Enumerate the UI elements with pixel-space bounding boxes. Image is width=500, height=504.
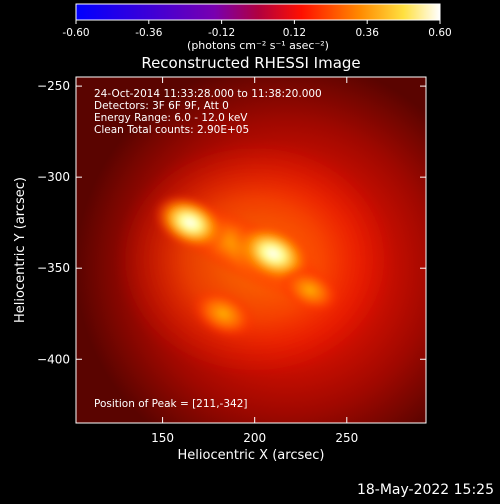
annotation-time-range: 24-Oct-2014 11:33:28.000 to 11:38:20.000 xyxy=(94,88,322,100)
x-axis-label: Heliocentric X (arcsec) xyxy=(178,448,325,463)
colorbar-tick-label: -0.60 xyxy=(62,27,89,39)
y-tick-label: −350 xyxy=(37,261,70,275)
x-tick-label: 250 xyxy=(335,431,358,445)
colorbar-tick-label: 0.12 xyxy=(283,27,306,39)
colorbar-ticks: -0.60 -0.36 -0.12 0.12 0.36 0.60 xyxy=(62,20,452,39)
colorbar xyxy=(75,3,441,21)
peak-position-label: Position of Peak = [211,-342] xyxy=(94,398,248,410)
y-tick-label: −300 xyxy=(37,170,70,184)
colorbar-unit-label: (photons cm⁻² s⁻¹ asec⁻²) xyxy=(187,39,329,52)
annotation-energy-range: Energy Range: 6.0 - 12.0 keV xyxy=(94,112,248,124)
x-tick-label: 200 xyxy=(243,431,266,445)
y-tick-label: −400 xyxy=(37,352,70,366)
x-axis: 150 200 250 xyxy=(151,77,358,445)
heatmap-image xyxy=(76,77,426,423)
colorbar-tick-label: -0.36 xyxy=(135,27,162,39)
annotation-clean-counts: Clean Total counts: 2.90E+05 xyxy=(94,124,249,136)
y-axis: −250 −300 −350 −400 xyxy=(37,79,426,366)
timestamp: 18-May-2022 15:25 xyxy=(356,482,494,498)
plot-frame xyxy=(75,76,427,424)
emission-source xyxy=(190,288,257,340)
emission-source xyxy=(152,193,228,252)
colorbar-tick-label: 0.60 xyxy=(428,27,451,39)
chart-title: Reconstructed RHESSI Image xyxy=(141,54,360,72)
colorbar-tick-label: -0.12 xyxy=(208,27,235,39)
y-tick-label: −250 xyxy=(37,79,70,93)
y-axis-label: Heliocentric Y (arcsec) xyxy=(13,177,28,323)
x-tick-label: 150 xyxy=(151,431,174,445)
colorbar-tick-label: 0.36 xyxy=(356,27,380,39)
annotation-block: 24-Oct-2014 11:33:28.000 to 11:38:20.000… xyxy=(94,88,322,136)
annotation-detectors: Detectors: 3F 6F 9F, Att 0 xyxy=(94,100,229,112)
emission-source xyxy=(279,266,341,314)
